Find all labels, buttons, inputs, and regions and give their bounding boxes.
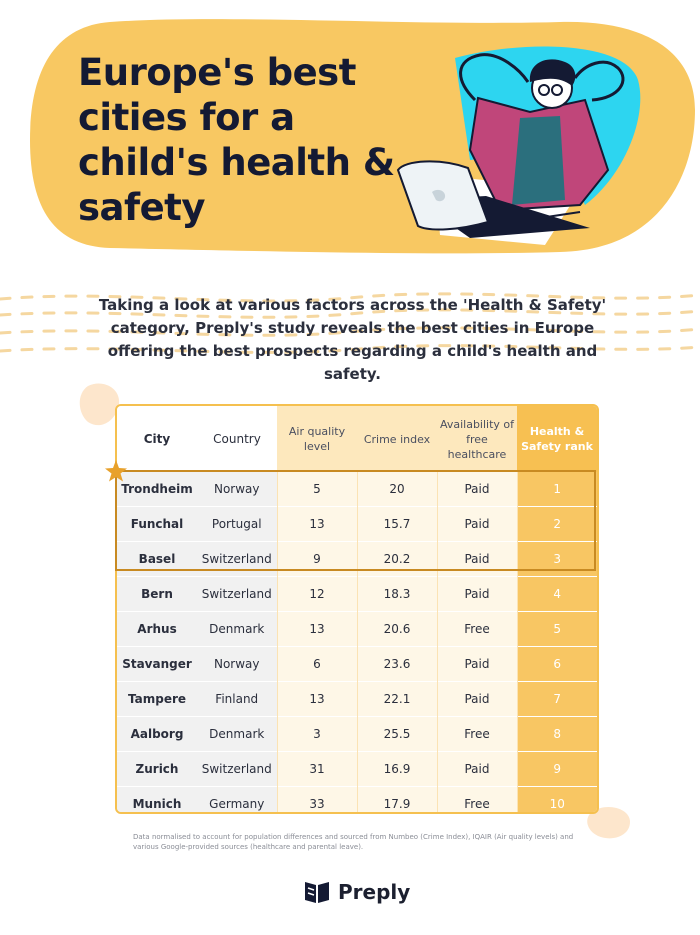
shirt — [512, 116, 565, 205]
cell-avail: Free — [436, 611, 517, 647]
preply-logo-icon — [305, 882, 329, 903]
cell-rank: 9 — [516, 751, 597, 787]
decorative-blob-left — [79, 383, 120, 426]
cell-country: Switzerland — [197, 576, 277, 612]
cell-city: Trondheim — [117, 472, 197, 507]
cell-air: 31 — [276, 751, 357, 787]
cell-air: 13 — [276, 611, 357, 647]
intro-text: Taking a look at various factors across … — [98, 296, 607, 383]
header-free-healthcare: Availability of free healthcare — [437, 406, 517, 472]
table-row: Zurich Switzerland 31 16.9 Paid 9 — [117, 751, 597, 787]
arm-right — [573, 60, 625, 102]
cell-avail: Paid — [436, 576, 517, 612]
brand-logo: Preply — [304, 880, 410, 904]
cell-rank: 6 — [516, 646, 597, 682]
cell-city: Zurich — [117, 751, 197, 787]
cell-crime: 18.3 — [356, 576, 437, 612]
cell-country: Denmark — [197, 611, 277, 647]
cell-rank: 2 — [516, 506, 597, 542]
cell-country: Finland — [197, 681, 277, 717]
cell-city: Stavanger — [117, 646, 197, 682]
cell-rank: 7 — [516, 681, 597, 717]
cell-country: Portugal — [197, 506, 277, 542]
cell-city: Bern — [117, 576, 197, 612]
cell-air: 33 — [276, 786, 357, 812]
cell-country: Switzerland — [197, 751, 277, 787]
table-row: Arhus Denmark 13 20.6 Free 5 — [117, 611, 597, 647]
cell-avail: Paid — [436, 751, 517, 787]
header-air-quality: Air quality level — [277, 406, 357, 472]
header-city: City — [117, 406, 197, 472]
cell-air: 9 — [276, 541, 357, 577]
cell-rank: 5 — [516, 611, 597, 647]
cell-city: Funchal — [117, 506, 197, 542]
cell-rank: 1 — [516, 472, 597, 507]
cell-city: Arhus — [117, 611, 197, 647]
cell-rank: 4 — [516, 576, 597, 612]
cell-air: 6 — [276, 646, 357, 682]
header-crime-index: Crime index — [357, 406, 437, 472]
cell-country: Germany — [197, 786, 277, 812]
cell-city: Basel — [117, 541, 197, 577]
glasses-right — [551, 84, 563, 96]
table-row: Funchal Portugal 13 15.7 Paid 2 — [117, 506, 597, 542]
cell-country: Switzerland — [197, 541, 277, 577]
cell-crime: 22.1 — [356, 681, 437, 717]
arm-left — [459, 53, 530, 102]
cell-crime: 20.6 — [356, 611, 437, 647]
cell-air: 13 — [276, 681, 357, 717]
cell-air: 12 — [276, 576, 357, 612]
page-title: Europe's best cities for a child's healt… — [78, 51, 395, 229]
cell-air: 5 — [276, 472, 357, 507]
cell-avail: Paid — [436, 472, 517, 507]
hair — [529, 59, 576, 86]
cell-country: Norway — [197, 646, 277, 682]
header-rank: Health & Safety rank — [517, 406, 597, 472]
table-row: Stavanger Norway 6 23.6 Paid 6 — [117, 646, 597, 682]
cell-country: Denmark — [197, 716, 277, 752]
cell-rank: 8 — [516, 716, 597, 752]
cell-air: 13 — [276, 506, 357, 542]
cell-country: Norway — [197, 472, 277, 507]
table-row: Aalborg Denmark 3 25.5 Free 8 — [117, 716, 597, 752]
cell-avail: Paid — [436, 681, 517, 717]
decorative-dashes — [0, 292, 700, 354]
cell-crime: 23.6 — [356, 646, 437, 682]
cell-avail: Free — [436, 786, 517, 812]
table-row: Bern Switzerland 12 18.3 Paid 4 — [117, 576, 597, 612]
cell-avail: Paid — [436, 646, 517, 682]
star-icon — [105, 460, 127, 482]
cell-crime: 15.7 — [356, 506, 437, 542]
cell-crime: 17.9 — [356, 786, 437, 812]
hero-illustration — [30, 19, 695, 254]
brand-name: Preply — [338, 880, 411, 904]
cell-air: 3 — [276, 716, 357, 752]
glasses-left — [538, 84, 550, 96]
cell-rank: 10 — [516, 786, 597, 812]
hero-banner: Europe's best cities for a child's healt… — [0, 0, 700, 270]
cell-avail: Free — [436, 716, 517, 752]
cell-crime: 20 — [356, 472, 437, 507]
table-header-row: City Country Air quality level Crime ind… — [117, 406, 597, 472]
header-country: Country — [197, 406, 277, 472]
cell-crime: 20.2 — [356, 541, 437, 577]
table-row: Tampere Finland 13 22.1 Paid 7 — [117, 681, 597, 717]
cell-avail: Paid — [436, 541, 517, 577]
table-row: Munich Germany 33 17.9 Free 10 — [117, 786, 597, 812]
cell-city: Aalborg — [117, 716, 197, 752]
cell-crime: 25.5 — [356, 716, 437, 752]
laptop-logo — [432, 189, 446, 202]
cell-avail: Paid — [436, 506, 517, 542]
cell-city: Munich — [117, 786, 197, 812]
footnote: Data normalised to account for populatio… — [133, 833, 574, 851]
decorative-blob-right — [587, 807, 630, 839]
cell-rank: 3 — [516, 541, 597, 577]
cell-city: Tampere — [117, 681, 197, 717]
rankings-table: City Country Air quality level Crime ind… — [115, 404, 599, 814]
cell-crime: 16.9 — [356, 751, 437, 787]
table-row: Trondheim Norway 5 20 Paid 1 — [117, 472, 597, 507]
table-row: Basel Switzerland 9 20.2 Paid 3 — [117, 541, 597, 577]
